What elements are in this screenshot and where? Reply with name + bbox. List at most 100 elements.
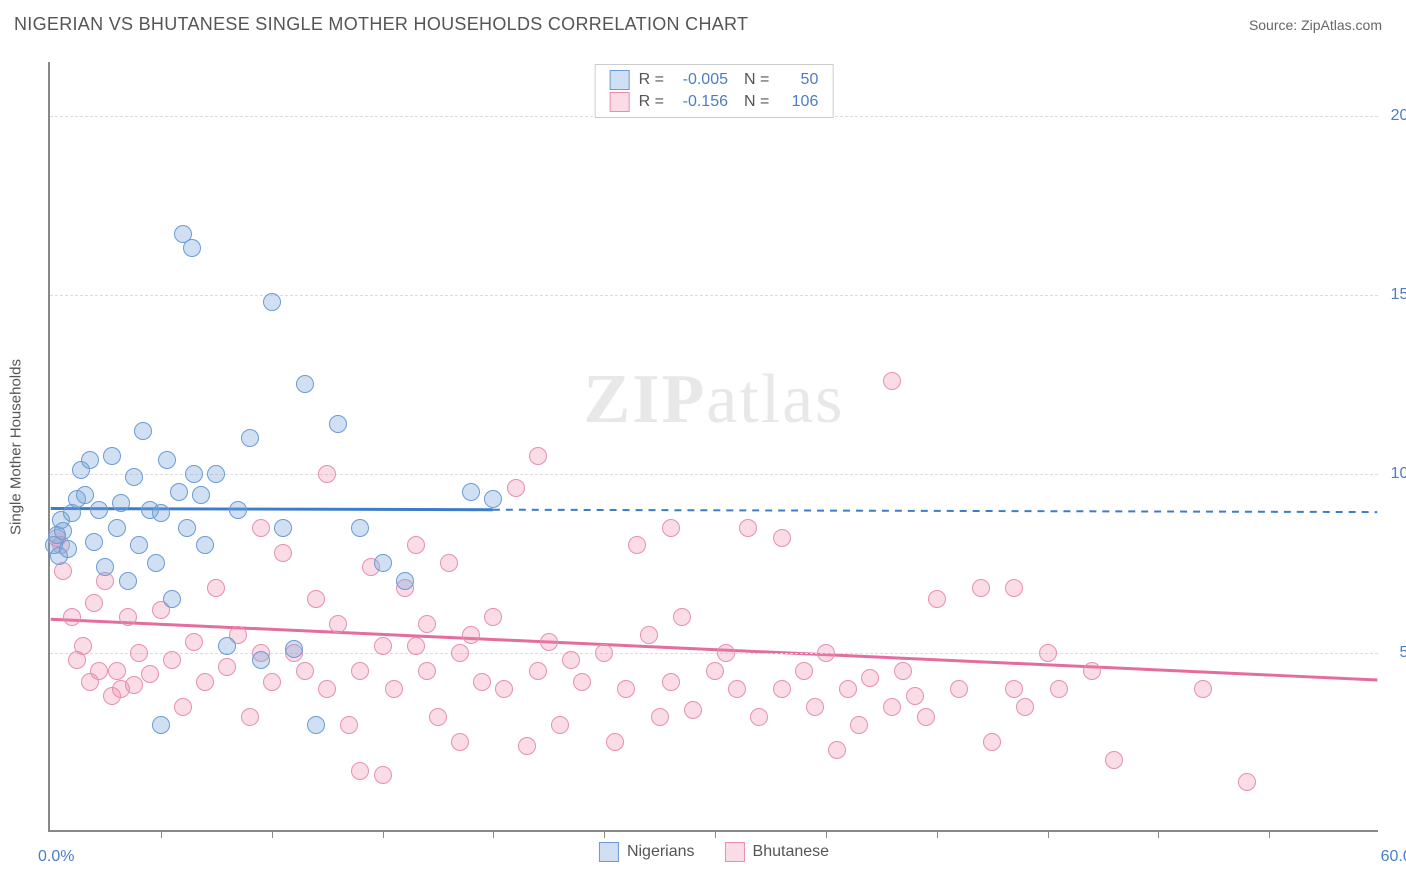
- data-point: [972, 579, 990, 597]
- data-point: [484, 608, 502, 626]
- legend-stat-row: R =-0.156N =106: [610, 91, 819, 113]
- gridline: [50, 474, 1378, 475]
- data-point: [152, 716, 170, 734]
- data-point: [296, 375, 314, 393]
- data-point: [484, 490, 502, 508]
- data-point: [828, 741, 846, 759]
- data-point: [241, 708, 259, 726]
- data-point: [351, 519, 369, 537]
- legend-series: Nigerians Bhutanese: [599, 842, 829, 862]
- data-point: [252, 651, 270, 669]
- data-point: [518, 737, 536, 755]
- data-point: [750, 708, 768, 726]
- y-axis-title: Single Mother Households: [8, 359, 25, 535]
- data-point: [551, 716, 569, 734]
- n-value: 50: [778, 71, 818, 89]
- x-tick: [383, 830, 384, 838]
- x-tick: [1158, 830, 1159, 838]
- gridline: [50, 653, 1378, 654]
- data-point: [147, 554, 165, 572]
- x-tick: [715, 830, 716, 838]
- x-max-label: 60.0%: [1381, 848, 1406, 866]
- data-point: [74, 637, 92, 655]
- x-tick: [937, 830, 938, 838]
- data-point: [906, 687, 924, 705]
- x-tick: [161, 830, 162, 838]
- data-point: [396, 572, 414, 590]
- data-point: [329, 415, 347, 433]
- data-point: [407, 637, 425, 655]
- data-point: [407, 536, 425, 554]
- legend-series-label: Nigerians: [627, 843, 695, 861]
- data-point: [684, 701, 702, 719]
- data-point: [252, 519, 270, 537]
- data-point: [1083, 662, 1101, 680]
- data-point: [274, 544, 292, 562]
- data-point: [928, 590, 946, 608]
- data-point: [125, 468, 143, 486]
- data-point: [90, 501, 108, 519]
- data-point: [806, 698, 824, 716]
- data-point: [85, 533, 103, 551]
- data-point: [263, 673, 281, 691]
- data-point: [529, 447, 547, 465]
- data-point: [1016, 698, 1034, 716]
- chart-title: NIGERIAN VS BHUTANESE SINGLE MOTHER HOUS…: [14, 14, 748, 35]
- data-point: [739, 519, 757, 537]
- data-point: [617, 680, 635, 698]
- data-point: [529, 662, 547, 680]
- data-point: [329, 615, 347, 633]
- data-point: [440, 554, 458, 572]
- y-tick-label: 10.0%: [1391, 465, 1406, 483]
- data-point: [917, 708, 935, 726]
- data-point: [351, 662, 369, 680]
- data-point: [1105, 751, 1123, 769]
- data-point: [207, 579, 225, 597]
- data-point: [717, 644, 735, 662]
- data-point: [1194, 680, 1212, 698]
- data-point: [950, 680, 968, 698]
- data-point: [170, 483, 188, 501]
- y-tick-label: 15.0%: [1391, 286, 1406, 304]
- data-point: [85, 594, 103, 612]
- data-point: [1005, 680, 1023, 698]
- data-point: [662, 519, 680, 537]
- r-label: R =: [639, 93, 664, 111]
- data-point: [218, 658, 236, 676]
- data-point: [507, 479, 525, 497]
- data-point: [418, 615, 436, 633]
- data-point: [90, 662, 108, 680]
- x-tick: [604, 830, 605, 838]
- x-tick: [1048, 830, 1049, 838]
- data-point: [374, 637, 392, 655]
- data-point: [158, 451, 176, 469]
- y-tick-label: 20.0%: [1391, 107, 1406, 125]
- data-point: [263, 293, 281, 311]
- data-point: [462, 626, 480, 644]
- data-point: [651, 708, 669, 726]
- data-point: [54, 522, 72, 540]
- n-label: N =: [744, 71, 769, 89]
- data-point: [1050, 680, 1068, 698]
- data-point: [163, 651, 181, 669]
- data-point: [351, 762, 369, 780]
- data-point: [185, 465, 203, 483]
- data-point: [385, 680, 403, 698]
- legend-series-item: Bhutanese: [725, 842, 830, 862]
- data-point: [374, 554, 392, 572]
- x-tick: [826, 830, 827, 838]
- data-point: [318, 680, 336, 698]
- data-point: [773, 529, 791, 547]
- gridline: [50, 295, 1378, 296]
- data-point: [340, 716, 358, 734]
- legend-swatch: [610, 70, 630, 90]
- data-point: [218, 637, 236, 655]
- data-point: [185, 633, 203, 651]
- data-point: [462, 483, 480, 501]
- data-point: [152, 504, 170, 522]
- data-point: [495, 680, 513, 698]
- data-point: [274, 519, 292, 537]
- data-point: [673, 608, 691, 626]
- x-tick: [272, 830, 273, 838]
- data-point: [850, 716, 868, 734]
